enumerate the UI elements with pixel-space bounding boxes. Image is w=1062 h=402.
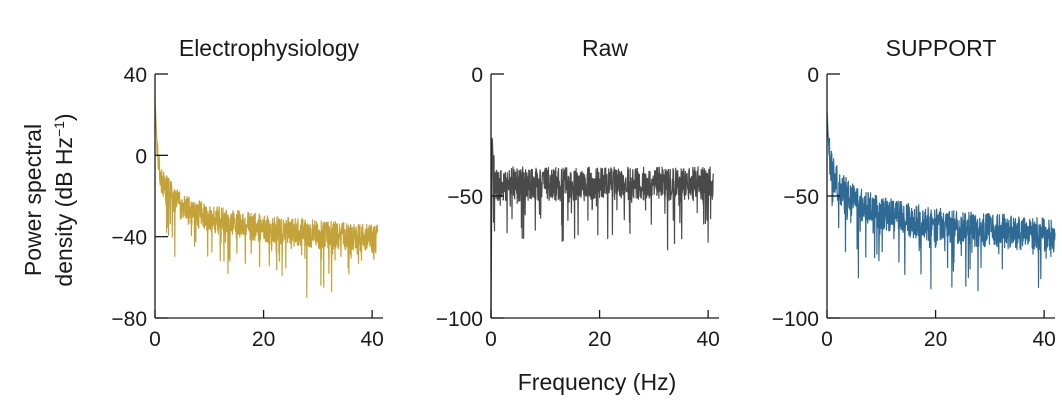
series-line-raw [490, 137, 715, 319]
y-tick-label-raw: −50 [447, 186, 483, 209]
y-tick-label-support: −100 [772, 308, 819, 331]
y-tick-label-support: 0 [807, 64, 819, 87]
y-tick-label-electrophysiology: −40 [111, 227, 147, 250]
y-axis-label-close: ) [51, 113, 77, 121]
x-tick-label-raw: 40 [696, 328, 719, 351]
y-tick-label-electrophysiology: 0 [135, 145, 147, 168]
x-tick-label-raw: 20 [588, 328, 611, 351]
x-tick-label-electrophysiology: 40 [360, 328, 383, 351]
y-tick-label-raw: −100 [436, 308, 483, 331]
y-axis-label-line2: density (dB Hz [51, 137, 77, 287]
series-line-electrophysiology [154, 98, 379, 299]
y-tick-label-electrophysiology: 40 [124, 64, 147, 87]
x-tick-label-support: 0 [821, 328, 833, 351]
x-tick-label-raw: 0 [485, 328, 497, 351]
y-tick-label-electrophysiology: −80 [111, 308, 147, 331]
y-axis-label-line1: Power spectral [20, 124, 46, 276]
series-line-support [826, 110, 1056, 292]
panel-title-raw: Raw [582, 35, 628, 61]
x-tick-label-support: 40 [1032, 328, 1055, 351]
x-axis-label: Frequency (Hz) [518, 369, 676, 395]
y-axis-label: Power spectral [20, 124, 46, 276]
y-axis-label-unit: density (dB Hz−1) [51, 113, 77, 286]
y-tick-label-support: −50 [783, 186, 819, 209]
panel-title-electrophysiology: Electrophysiology [179, 35, 360, 61]
panel-title-support: SUPPORT [886, 35, 997, 61]
x-tick-label-support: 20 [924, 328, 947, 351]
y-tick-label-raw: 0 [471, 64, 483, 87]
x-tick-label-electrophysiology: 0 [149, 328, 161, 351]
x-tick-label-electrophysiology: 20 [252, 328, 275, 351]
y-axis-label-superscript: −1 [51, 121, 67, 137]
